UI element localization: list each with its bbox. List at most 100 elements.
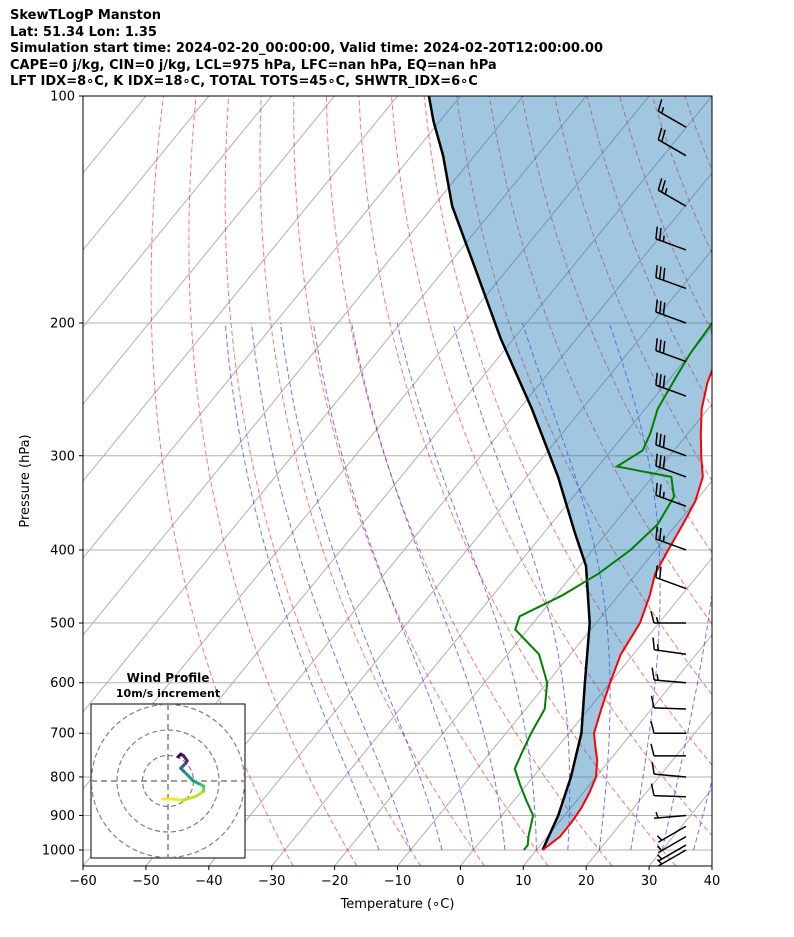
x-tick-label: −10 xyxy=(384,874,411,889)
cin-shading xyxy=(428,96,712,850)
wind-barb-flag xyxy=(655,453,658,467)
wind-barb-flag xyxy=(662,302,666,315)
x-tick-label: −50 xyxy=(132,874,159,889)
y-tick-label: 100 xyxy=(50,90,75,105)
y-tick-label: 400 xyxy=(50,543,75,558)
wind-barb-flag xyxy=(661,129,666,142)
wind-barb-flag xyxy=(662,340,666,354)
wind-barb-flag xyxy=(655,265,658,278)
wind-barb-shaft xyxy=(654,649,687,655)
moist-adiabat xyxy=(608,322,661,851)
moist-adiabat xyxy=(280,322,443,851)
wind-barb-half xyxy=(664,188,668,195)
x-tick-label: 10 xyxy=(515,874,532,889)
isotherm xyxy=(711,865,712,866)
chart-title: SkewTLogP Manston Lat: 51.34 Lon: 1.35 S… xyxy=(10,8,603,91)
wind-barb xyxy=(656,844,687,862)
dry-adiabat xyxy=(783,96,794,866)
wind-barb-half xyxy=(656,644,660,651)
wind-barb xyxy=(655,299,687,324)
x-tick-label: 20 xyxy=(578,874,595,889)
axes: −60 −50 −40 −30 −20 −10 0 10 20 30 40 100 200 300 400 5… xyxy=(18,90,720,913)
wind-barb-flag xyxy=(662,435,666,448)
wind-barb xyxy=(651,667,687,684)
isotherm xyxy=(271,326,712,866)
wind-barb-flag xyxy=(655,482,658,496)
dewpoint-line xyxy=(513,321,712,851)
wind-barb-flag xyxy=(655,526,658,540)
wind-barb-half xyxy=(656,845,663,852)
wind-barb-flag xyxy=(657,178,663,191)
isotherm xyxy=(83,96,524,636)
isotherm xyxy=(208,249,712,866)
wind-barb-half xyxy=(655,616,659,624)
dry-adiabat xyxy=(150,96,294,866)
moist-adiabat xyxy=(312,322,474,851)
wind-barb xyxy=(655,265,687,290)
temperature-line xyxy=(541,367,712,851)
isotherm xyxy=(397,480,712,866)
wind-barb xyxy=(655,372,687,397)
isotherm xyxy=(522,634,712,866)
moist-adiabat xyxy=(693,778,712,851)
dry-adiabat xyxy=(488,96,712,625)
wind-barb xyxy=(657,127,687,157)
wind-barb xyxy=(650,610,686,624)
isotherm xyxy=(83,96,587,713)
wind-barb-flag xyxy=(650,610,655,624)
hodograph-inset: Wind Profile 10m/s increment xyxy=(90,671,246,859)
wind-barb-half xyxy=(661,107,665,114)
x-tick-label: −30 xyxy=(258,874,285,889)
wind-barb xyxy=(655,453,687,478)
moist-adiabat xyxy=(661,322,712,851)
wind-barb-shaft xyxy=(654,679,687,684)
wind-barb-flag xyxy=(662,375,666,388)
wind-barb-shaft xyxy=(655,238,687,251)
moist-adiabat xyxy=(351,322,506,851)
x-axis-label: Temperature (∘C) xyxy=(340,897,455,912)
wind-barb-flag xyxy=(655,299,658,313)
wind-barb-flag xyxy=(657,127,663,140)
wind-barb xyxy=(650,721,686,734)
wind-barb-shaft xyxy=(653,707,687,710)
wind-barb-flag xyxy=(650,695,655,708)
isotherm xyxy=(334,403,712,866)
wind-barb-flag xyxy=(658,528,662,541)
wind-barb xyxy=(650,743,686,757)
wind-barb xyxy=(655,338,687,363)
moist-adiabat xyxy=(725,323,794,850)
dry-adiabat xyxy=(259,96,485,866)
wind-barb-flag xyxy=(658,433,662,447)
hodo-segment xyxy=(169,797,185,802)
parcel-line xyxy=(427,96,591,851)
moist-adiabat xyxy=(521,322,611,851)
title-line-times: Simulation start time: 2024-02-20_00:00:… xyxy=(10,41,603,57)
wind-barb-shaft xyxy=(655,576,687,590)
wind-barb-shaft xyxy=(655,444,687,457)
wind-barb-shaft xyxy=(657,836,687,854)
wind-barb-flag xyxy=(655,565,658,578)
wind-barb-flag xyxy=(655,372,658,386)
isotherm xyxy=(145,172,712,866)
wind-barb-half xyxy=(662,235,665,242)
wind-barb-flag xyxy=(652,637,656,650)
wind-barb-flag xyxy=(657,99,663,112)
wind-barb-flag xyxy=(650,743,655,756)
isotherm xyxy=(83,96,461,559)
hodo-ring xyxy=(116,729,220,833)
wind-barb xyxy=(655,526,687,551)
isotherm xyxy=(83,96,273,328)
wind-barb-shaft xyxy=(654,814,687,820)
x-tick-label: 40 xyxy=(704,874,721,889)
dry-adiabat xyxy=(188,96,358,866)
wind-barb xyxy=(656,836,687,854)
wind-barb xyxy=(655,226,687,251)
wind-barb xyxy=(655,432,687,457)
dry-adiabat xyxy=(224,96,422,866)
wind-barb-shaft xyxy=(655,276,687,290)
wind-barb-shaft xyxy=(654,773,687,778)
y-tick-label: 300 xyxy=(50,449,75,464)
x-tick-label: 0 xyxy=(456,874,464,889)
hodo-segment xyxy=(176,752,183,759)
wind-barb-shaft xyxy=(655,311,687,324)
